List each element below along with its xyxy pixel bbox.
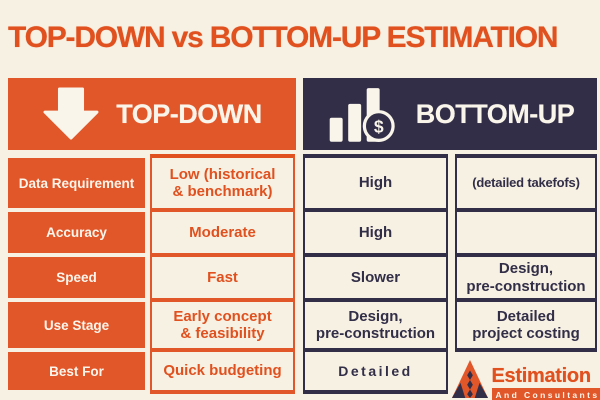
bottom-up-value: High <box>303 212 448 257</box>
table-row: Best For Quick budgeting Detailed Estima… <box>8 352 600 400</box>
top-down-label: TOP-DOWN <box>116 98 262 129</box>
top-down-header: TOP-DOWN <box>8 78 296 150</box>
table-row: Data Requirement Low (historical & bench… <box>8 154 597 212</box>
logo-name: Estimation <box>491 365 592 387</box>
bottom-up-detail: Detailed project costing <box>455 302 597 352</box>
row-label: Speed <box>8 257 145 298</box>
top-down-value: Fast <box>150 257 295 302</box>
bottom-up-detail: (detailed takefofs) <box>455 154 597 212</box>
top-down-value: Quick budgeting <box>150 352 295 394</box>
table-row: Use Stage Early concept & feasibility De… <box>8 302 597 352</box>
row-label: Best For <box>8 352 145 390</box>
bottom-up-value: Detailed <box>303 352 448 394</box>
comparison-table: Data Requirement Low (historical & bench… <box>8 154 600 400</box>
row-label: Use Stage <box>8 302 145 348</box>
table-row: Speed Fast Slower Design, pre-constructi… <box>8 257 597 302</box>
svg-text:$: $ <box>374 117 384 137</box>
bar-chart-dollar-icon: $ <box>329 88 395 142</box>
mountain-logo-icon <box>451 360 488 399</box>
bottom-up-detail: Design, pre-construction <box>455 257 597 302</box>
bottom-up-label: BOTTOM-UP <box>415 98 575 129</box>
bottom-up-value: Design, pre-construction <box>303 302 448 352</box>
table-row: Accuracy Moderate High <box>8 212 597 257</box>
bottom-up-detail <box>455 212 597 257</box>
logo-tagline: And Consultants <box>491 388 600 400</box>
bottom-up-value: High <box>303 154 448 212</box>
row-label: Data Requirement <box>8 158 145 208</box>
brand-logo: Estimation And Consultants <box>451 352 600 400</box>
row-label: Accuracy <box>8 212 145 253</box>
top-down-value: Early concept & feasibility <box>150 302 295 352</box>
top-down-value: Moderate <box>150 212 295 257</box>
bottom-up-value: Slower <box>303 257 448 302</box>
arrow-down-icon <box>43 87 99 140</box>
bottom-up-header: $ BOTTOM-UP <box>303 78 597 150</box>
top-down-value: Low (historical & benchmark) <box>150 154 295 212</box>
page-title: TOP-DOWN vs BOTTOM-UP ESTIMATION <box>8 21 559 54</box>
